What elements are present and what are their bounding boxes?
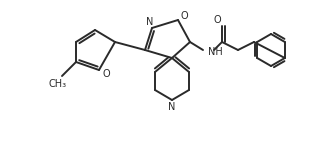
Text: O: O	[180, 11, 188, 21]
Text: O: O	[102, 69, 110, 79]
Text: O: O	[213, 15, 221, 25]
Text: N: N	[168, 102, 176, 112]
Text: CH₃: CH₃	[49, 79, 67, 89]
Text: N: N	[146, 17, 154, 27]
Text: NH: NH	[208, 47, 223, 57]
